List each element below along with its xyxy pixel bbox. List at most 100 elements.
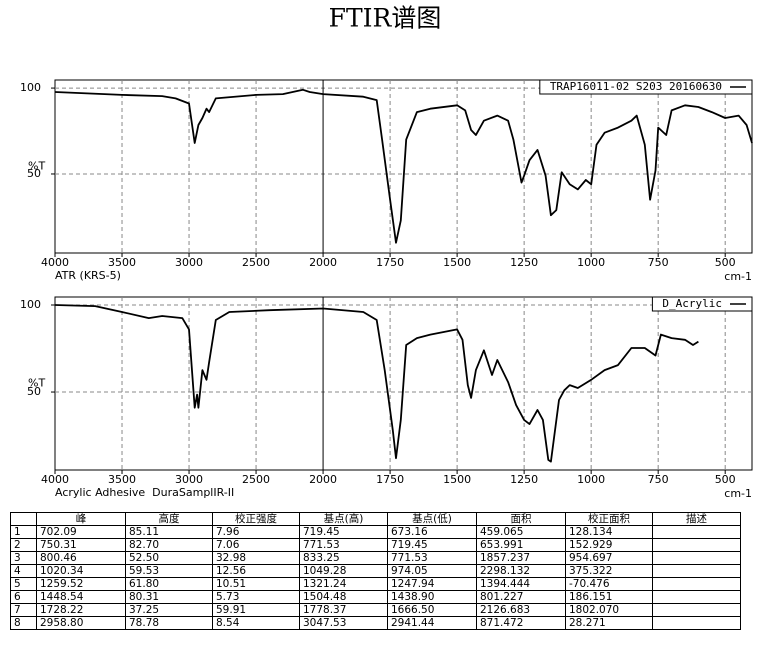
table-cell: 7.96	[212, 525, 300, 539]
table-cell: 800.46	[36, 551, 126, 565]
x-tick-label: 1250	[510, 473, 538, 486]
table-cell: 186.151	[565, 590, 653, 604]
table-cell	[652, 538, 741, 552]
table-cell: 2941.44	[387, 616, 477, 630]
table-cell	[652, 525, 741, 539]
table-cell: 771.53	[387, 551, 477, 565]
table-cell: 1020.34	[36, 564, 126, 578]
table-cell: 3047.53	[299, 616, 388, 630]
table-cell: 128.134	[565, 525, 653, 539]
x-tick-label: 3500	[108, 473, 136, 486]
table-cell: 152.929	[565, 538, 653, 552]
x-tick-label: 3500	[108, 256, 136, 269]
table-cell: 28.271	[565, 616, 653, 630]
table-cell: 702.09	[36, 525, 126, 539]
table-cell: 1666.50	[387, 603, 477, 617]
x-tick-label: 1250	[510, 256, 538, 269]
table-cell: 750.31	[36, 538, 126, 552]
table-cell: 771.53	[299, 538, 388, 552]
table-cell: 59.91	[212, 603, 300, 617]
x-tick-label: 750	[648, 473, 669, 486]
table-row: 8 2958.80 78.78 8.54 3047.53 2941.44 871.472 28…	[10, 616, 741, 630]
table-cell: 1857.237	[476, 551, 566, 565]
table-cell: 61.80	[125, 577, 213, 591]
plot-frame	[54, 79, 753, 254]
table-cell: 801.227	[476, 590, 566, 604]
table-row: 7 1728.22 37.25 59.91 1778.37 1666.50 2126.683…	[10, 603, 741, 617]
table-cell: 32.98	[212, 551, 300, 565]
table-cell: 85.11	[125, 525, 213, 539]
x-axis-label: ATR (KRS-5)	[55, 269, 121, 282]
header-cell: 校正强度	[212, 512, 300, 526]
table-cell: 1504.48	[299, 590, 388, 604]
table-cell: 1247.94	[387, 577, 477, 591]
x-tick-label: 1000	[577, 473, 605, 486]
table-cell: 78.78	[125, 616, 213, 630]
x-tick-label: 500	[715, 256, 736, 269]
table-cell: 2126.683	[476, 603, 566, 617]
legend-label: TRAP16011-02 S203 20160630	[550, 80, 722, 93]
header-cell: 校正面积	[565, 512, 653, 526]
page-title: FTIR谱图	[329, 4, 442, 33]
table-cell: 5.73	[212, 590, 300, 604]
y-axis-label: %T	[28, 377, 45, 390]
table-cell: 4	[10, 564, 37, 578]
table-cell: 5	[10, 577, 37, 591]
x-tick-label: 2500	[242, 256, 270, 269]
table-cell: 80.31	[125, 590, 213, 604]
header-cell: 高度	[125, 512, 213, 526]
table-cell: 52.50	[125, 551, 213, 565]
table-cell: 954.697	[565, 551, 653, 565]
table-cell: 1778.37	[299, 603, 388, 617]
y-tick-label: 100	[20, 298, 41, 311]
header-cell: 基点(高)	[299, 512, 388, 526]
table-cell: 719.45	[387, 538, 477, 552]
header-cell: 描述	[652, 512, 741, 526]
table-cell: 673.16	[387, 525, 477, 539]
x-tick-label: 2000	[309, 256, 337, 269]
table-cell: 2298.132	[476, 564, 566, 578]
table-cell: 8.54	[212, 616, 300, 630]
x-axis-label: Acrylic Adhesive DuraSamplIR-II	[55, 486, 234, 499]
table-cell: 82.70	[125, 538, 213, 552]
table-header: 峰高度 校正强度 基点(高) 基点(低) 面积 校正面积 描述	[10, 512, 741, 526]
x-tick-label: 1500	[443, 473, 471, 486]
table-row: 1 702.09 85.11 7.96 719.45 673.16 459.065 128.1…	[10, 525, 741, 539]
table-cell: 37.25	[125, 603, 213, 617]
table-cell: 59.53	[125, 564, 213, 578]
legend-box	[539, 79, 753, 95]
header-cell: 峰	[36, 512, 126, 526]
table-cell: 10.51	[212, 577, 300, 591]
x-tick-label: 1750	[376, 256, 404, 269]
table-cell: 12.56	[212, 564, 300, 578]
plot-frame	[54, 296, 753, 471]
table-cell: 6	[10, 590, 37, 604]
header-cell: 面积	[476, 512, 566, 526]
x-tick-label: 500	[715, 473, 736, 486]
table-cell: 2958.80	[36, 616, 126, 630]
header-cell	[10, 512, 37, 526]
table-cell: 7	[10, 603, 37, 617]
table-cell: 1728.22	[36, 603, 126, 617]
x-tick-label: 2500	[242, 473, 270, 486]
table-cell: 833.25	[299, 551, 388, 565]
table-cell: 974.05	[387, 564, 477, 578]
table-row: 2 750.31 82.70 7.06 771.53 719.45 653.991 152.9…	[10, 538, 741, 552]
table-cell	[652, 564, 741, 578]
table-cell: 871.472	[476, 616, 566, 630]
x-tick-label: 750	[648, 256, 669, 269]
x-tick-label: 1500	[443, 256, 471, 269]
x-unit: cm-1	[724, 270, 752, 283]
table-cell: 1802.070	[565, 603, 653, 617]
x-tick-label: 2000	[309, 473, 337, 486]
table-cell: 1394.444	[476, 577, 566, 591]
table-row: 6 1448.54 80.31 5.73 1504.48 1438.90 801.227 18…	[10, 590, 741, 604]
table-cell: 653.991	[476, 538, 566, 552]
table-cell: 1321.24	[299, 577, 388, 591]
table-row: 4 1020.34 59.53 12.56 1049.28 974.05 2298.132 3…	[10, 564, 741, 578]
table-cell: 459.065	[476, 525, 566, 539]
table-cell: 375.322	[565, 564, 653, 578]
table-cell: 1438.90	[387, 590, 477, 604]
